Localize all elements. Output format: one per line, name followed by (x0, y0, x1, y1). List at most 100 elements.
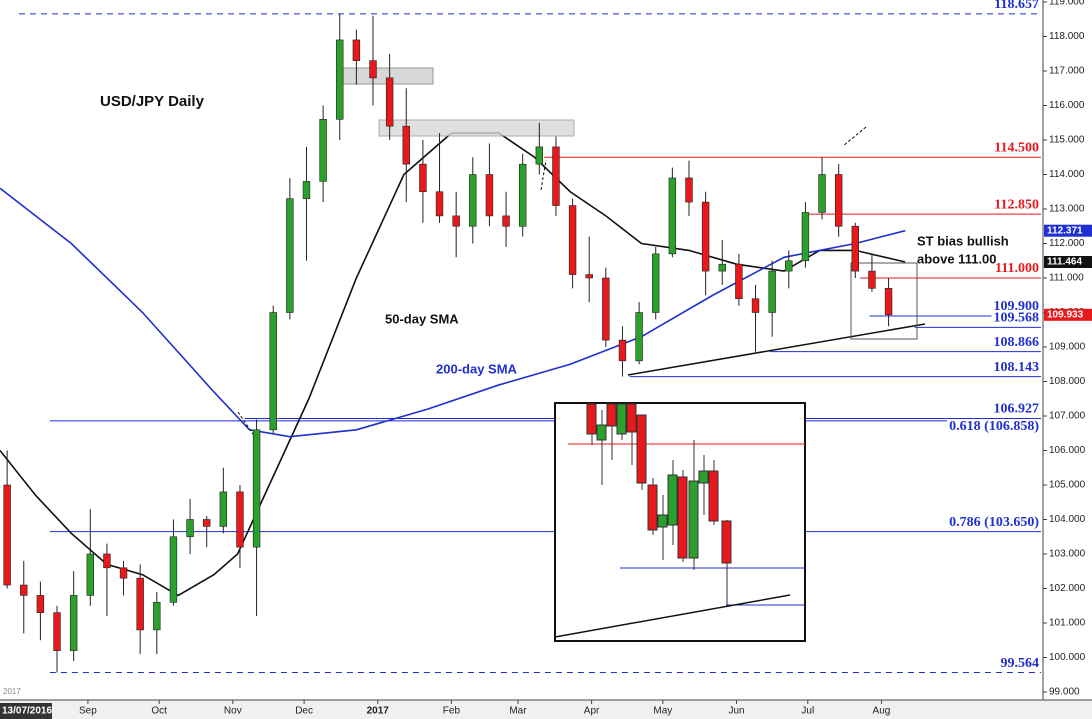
candle-body (884, 288, 893, 316)
price-tag-box (1044, 224, 1092, 237)
candle-body (701, 201, 710, 272)
y-tick-label: 113.000 (1049, 204, 1085, 215)
candle-body (53, 612, 61, 651)
candle-body (485, 174, 494, 217)
y-tick-label: 103.000 (1049, 549, 1086, 560)
x-tick-label: Jun (728, 706, 744, 717)
candle-body (36, 595, 45, 613)
x-tick-label: Dec (295, 706, 313, 717)
y-tick-label: 118.000 (1049, 31, 1085, 42)
candle-body (768, 270, 776, 313)
candle-body (818, 174, 826, 213)
candle-body (735, 263, 743, 300)
x-tick-label: Apr (584, 706, 600, 717)
candle-body (834, 174, 843, 227)
zoom-box (850, 262, 918, 340)
trendline (627, 323, 926, 376)
candle-body (302, 181, 311, 199)
level-label-bg (992, 197, 1041, 213)
candle-body (336, 39, 344, 120)
level-label: 108.143 (994, 360, 1040, 375)
price-tag-label: 112.371 (1047, 225, 1083, 236)
candle-body (618, 339, 627, 362)
candle-body (718, 263, 726, 272)
candle-body (3, 484, 11, 586)
inset (554, 402, 806, 642)
candle-body (668, 177, 677, 255)
plot-layer (0, 0, 1042, 674)
y-tick-label: 105.000 (1049, 480, 1086, 491)
candle-body (286, 198, 294, 313)
candle-body (419, 163, 427, 193)
candle-body (535, 146, 544, 165)
x-tick-label: Mar (509, 706, 527, 717)
level-label: 111.000 (995, 261, 1039, 276)
candle-body (602, 277, 610, 341)
candle-body (20, 584, 28, 596)
annotation: above 111.00 (917, 251, 997, 266)
candle-body (785, 260, 793, 272)
candle-body (352, 39, 361, 61)
price-tag-box (1044, 308, 1092, 321)
zone-box (378, 119, 575, 137)
level-label: 0.618 (106.858) (949, 419, 1039, 434)
level-label-bg (991, 401, 1041, 417)
sma-line (0, 132, 906, 597)
level-label: 109.568 (994, 311, 1040, 326)
level-label-bg (998, 655, 1041, 671)
candle-body (86, 553, 94, 596)
x-tick-label: Feb (443, 706, 461, 717)
y-tick-label: 104.000 (1049, 514, 1086, 525)
candle-body (219, 491, 228, 527)
level-label-bg (947, 514, 1042, 530)
candle-body (452, 215, 460, 227)
level-label-bg (991, 334, 1041, 350)
candle-body (635, 312, 643, 362)
cursor-date: 13/07/2016 (2, 706, 52, 717)
level-label-bg (992, 0, 1041, 13)
y-tick-label: 114.000 (1049, 169, 1085, 180)
level-label-bg (992, 140, 1041, 156)
level-label-bg (993, 261, 1041, 277)
x-tick-label: Aug (873, 706, 891, 717)
y-tick-label: 106.000 (1049, 445, 1086, 456)
x-tick-label: Nov (224, 706, 242, 717)
y-tick-label: 119.000 (1049, 0, 1085, 8)
x-tick-label: 2017 (367, 706, 390, 717)
level-label: 118.657 (994, 0, 1039, 12)
y-tick-label: 109.000 (1049, 342, 1086, 353)
y-tick-label: 107.000 (1049, 411, 1086, 422)
y-tick-label: 108.000 (1049, 376, 1086, 387)
candle-body (119, 567, 128, 579)
y-tick-label: 102.000 (1049, 583, 1086, 594)
y-tick-label: 101.000 (1049, 618, 1086, 629)
candle-body (801, 212, 810, 262)
candle-body (751, 298, 760, 313)
x-axis-panel (0, 700, 1092, 719)
price-tag-box (1044, 255, 1092, 268)
level-label: 99.564 (1001, 656, 1040, 671)
candle-body (568, 205, 577, 275)
sma-line (0, 187, 906, 438)
annotation: 50-day SMA (385, 311, 459, 326)
candle-body (136, 577, 144, 631)
candle-body (385, 77, 394, 127)
level-label: 106.927 (994, 402, 1040, 417)
level-label: 114.500 (994, 140, 1039, 155)
candle-body (202, 519, 211, 527)
y-tick-label: 117.000 (1049, 66, 1085, 77)
inset-trendline (554, 594, 791, 638)
price-tag-label: 111.464 (1047, 257, 1082, 268)
cursor-date-box (0, 703, 52, 719)
candle-body (69, 595, 78, 651)
level-label: 0.786 (103.650) (949, 515, 1039, 530)
x-tick-label: Oct (151, 706, 167, 717)
y-tick-label: 111.000 (1049, 273, 1084, 284)
price-tag-label: 109.933 (1047, 309, 1084, 320)
x-tick-label: Jul (801, 706, 814, 717)
corner-year: 2017 (3, 687, 21, 696)
candle-body (269, 312, 277, 431)
level-label-bg (991, 310, 1041, 326)
candle-body (402, 125, 410, 165)
